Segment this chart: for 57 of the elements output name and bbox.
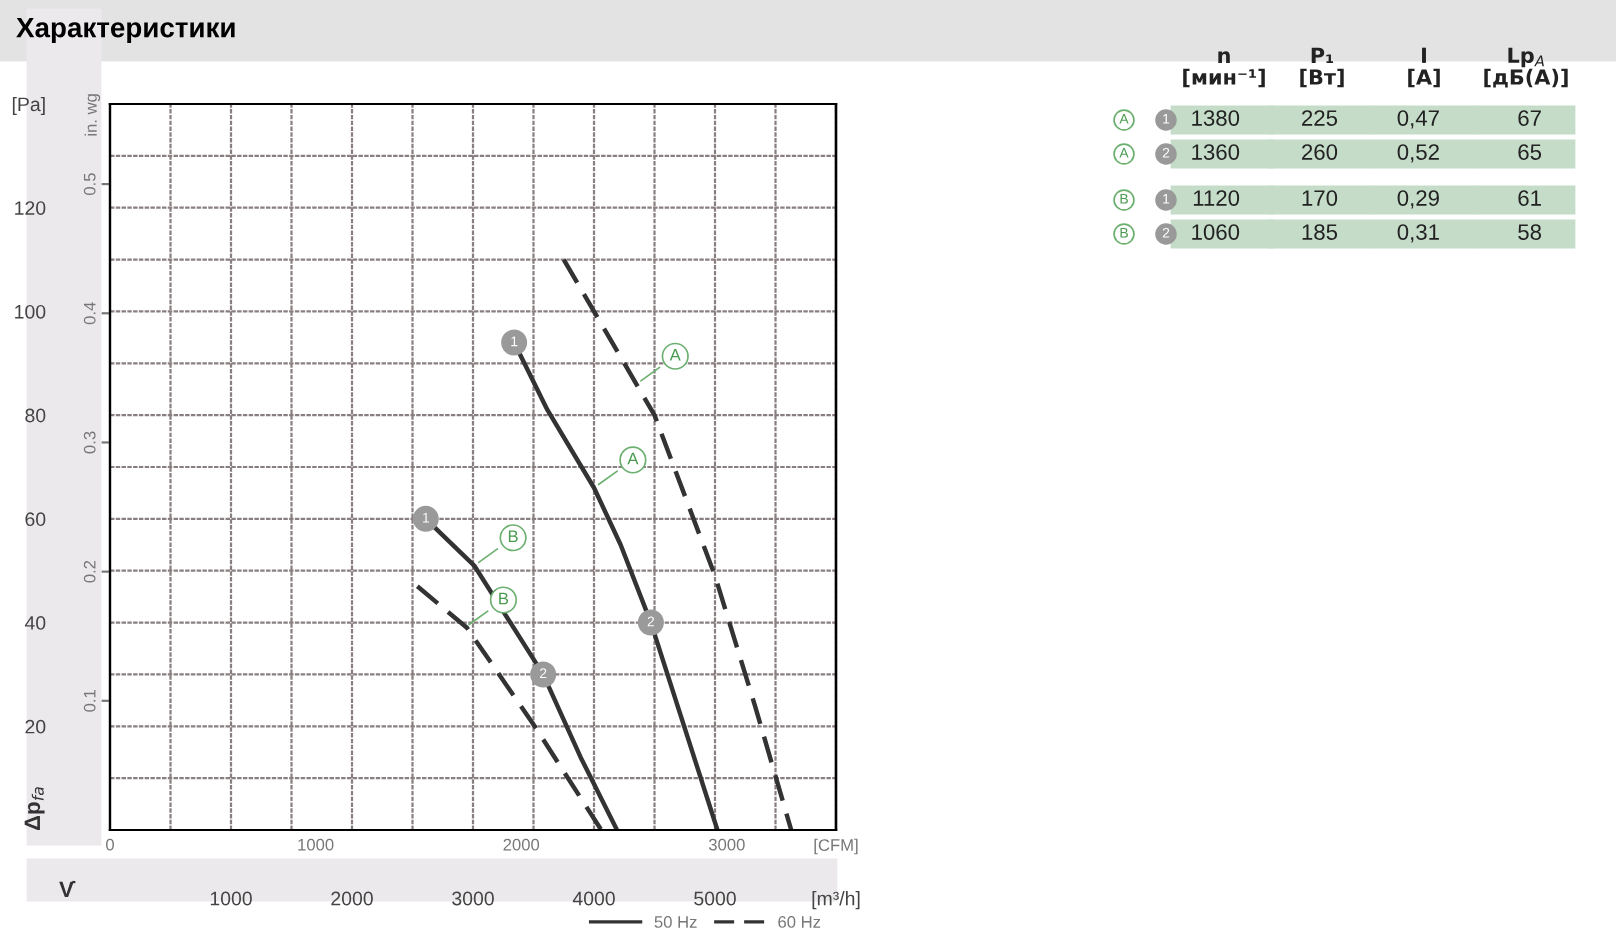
x-tick-label: 2000 [331,891,373,906]
data-label: 1380 [1192,110,1240,126]
data-label: 65 [1518,144,1542,160]
data-label: 0,52 [1397,144,1439,163]
data-label: 1060 [1192,224,1240,240]
y-tick-label: 120 [15,201,46,215]
data-label: 225 [1302,110,1338,126]
chart-title: Характеристики [16,18,235,43]
y2-tick-label: 0.2 [83,560,96,583]
y-tick-label: [Pa] [12,96,45,116]
data-label: 58 [1518,224,1542,240]
series-label: Lp$_{A}$ [дБ(А)] [1484,47,1568,88]
x-tick-label: 5000 [694,891,736,906]
annotation: A [627,452,639,465]
x2-tick-label: 0 [106,838,114,851]
point [530,661,557,688]
data-label: 0,47 [1397,110,1439,129]
annotation: B [499,592,509,605]
series-label: n [мин⁻¹] [1183,51,1265,88]
y-axis-title: Δp$_{fa}$ [24,787,45,831]
x2-tick-label: 2000 [503,838,540,851]
line-series [415,584,604,830]
legend-label: 50 Hz [654,916,697,928]
series-label: I [A] [1408,47,1440,88]
line-series [561,257,794,830]
y-tick-label: 20 [25,719,46,734]
data-label: 61 [1518,190,1541,206]
data-label: 170 [1302,190,1338,206]
data-label: 0,31 [1397,224,1439,243]
x-axis-title: V̇ [59,880,76,897]
y-tick-label: 60 [25,512,46,527]
y-tick-label: 100 [15,304,46,319]
data-label: 1360 [1192,144,1240,160]
data-label: 0,29 [1397,190,1439,209]
y2-tick-label: 0.1 [83,690,96,712]
x-tick-label: [m³/h] [812,891,860,910]
data-label: 185 [1302,224,1338,240]
y2-axis-title: in. wg [84,94,101,136]
y-tick-label: 80 [25,408,46,423]
x-tick-label: 1000 [210,891,252,906]
x-tick-label: 3000 [452,891,494,906]
y2-tick-label: 0.3 [83,431,96,454]
y2-tick-label: 0.4 [83,302,96,325]
x2-tick-label: 3000 [708,838,745,851]
x2-tick-label: 1000 [298,838,334,851]
annotation: B [508,530,518,543]
annotation: A [669,349,681,361]
data-label: 1120 [1193,190,1240,206]
series-label: P₁ [Вт] [1300,47,1344,88]
data-label: 260 [1302,144,1338,160]
y-tick-label: 40 [24,616,46,630]
x2-axis-title: [CFM] [814,838,858,855]
data-label: 67 [1518,110,1541,126]
y2-tick-label: 0.5 [83,173,96,196]
x-tick-label: 4000 [572,891,615,906]
point [412,505,439,532]
legend-label: 60 Hz [778,916,821,928]
